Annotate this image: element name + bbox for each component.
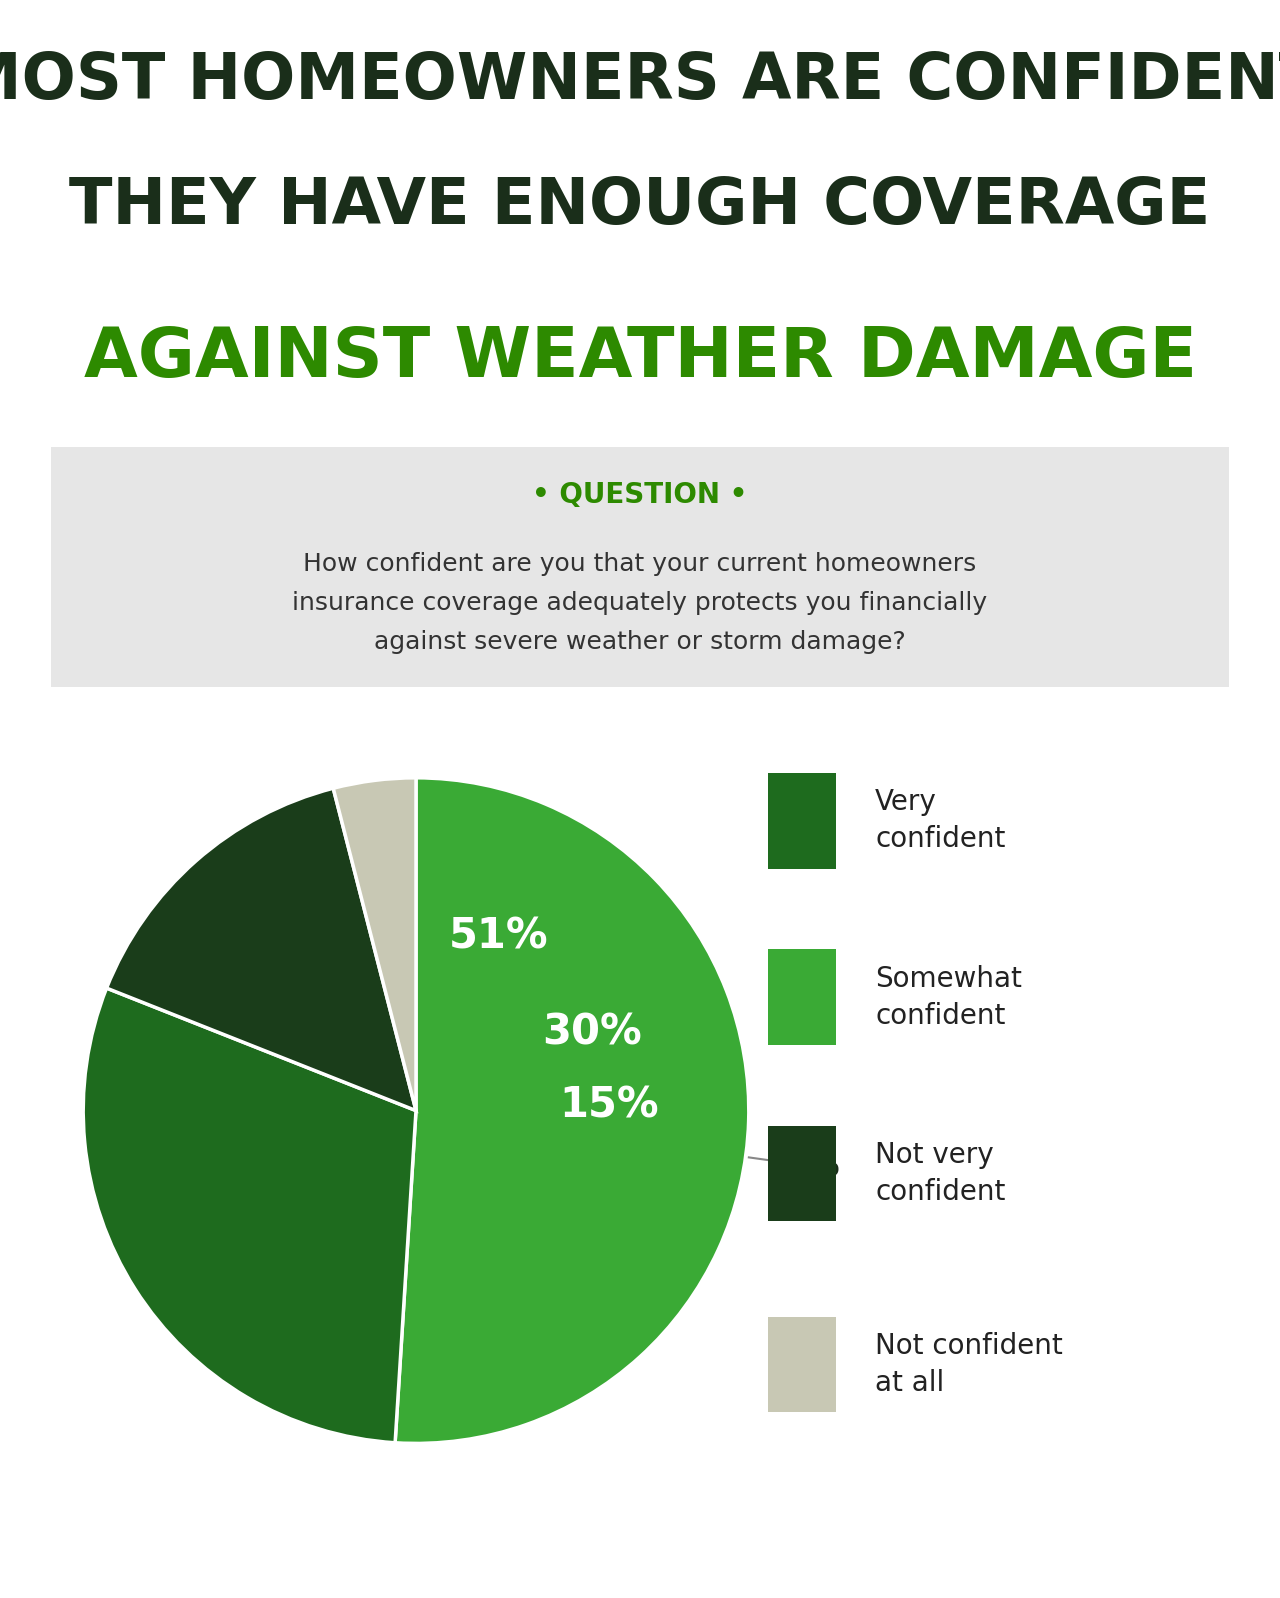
Text: How confident are you that your current homeowners
insurance coverage adequately: How confident are you that your current … [292, 551, 988, 655]
FancyBboxPatch shape [768, 1317, 836, 1413]
FancyBboxPatch shape [768, 1125, 836, 1221]
FancyBboxPatch shape [51, 447, 1229, 687]
Text: 15%: 15% [559, 1085, 659, 1127]
Text: • QUESTION •: • QUESTION • [532, 481, 748, 510]
Wedge shape [83, 988, 416, 1443]
Text: 30%: 30% [543, 1012, 643, 1053]
Text: THEY HAVE ENOUGH COVERAGE: THEY HAVE ENOUGH COVERAGE [69, 174, 1211, 237]
FancyBboxPatch shape [768, 773, 836, 868]
Text: Not very
confident: Not very confident [876, 1141, 1005, 1206]
FancyBboxPatch shape [768, 949, 836, 1045]
Text: MOST HOMEOWNERS ARE CONFIDENT: MOST HOMEOWNERS ARE CONFIDENT [0, 50, 1280, 112]
Text: 51%: 51% [449, 916, 549, 957]
Text: AGAINST WEATHER DAMAGE: AGAINST WEATHER DAMAGE [83, 324, 1197, 392]
Text: Very
confident: Very confident [876, 788, 1005, 853]
Wedge shape [396, 778, 749, 1443]
Text: Not confident
at all: Not confident at all [876, 1333, 1062, 1397]
Text: Somewhat
confident: Somewhat confident [876, 965, 1021, 1029]
Wedge shape [333, 778, 416, 1111]
Text: 4%: 4% [783, 1149, 840, 1183]
Wedge shape [106, 788, 416, 1111]
